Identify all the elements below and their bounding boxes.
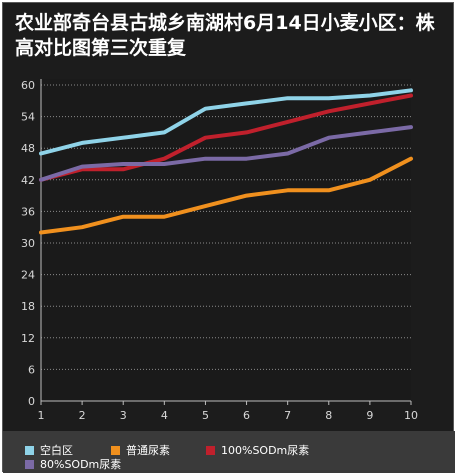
x-tick-label: 8 <box>325 409 332 422</box>
legend-item: 100%SODm尿素 <box>206 445 309 457</box>
chart-title: 农业部奇台县古城乡南湖村6月14日小麦小区：株高对比图第三次重复 <box>15 12 435 59</box>
legend-label: 空白区 <box>40 444 73 457</box>
x-tick-label: 4 <box>161 409 168 422</box>
chart-frame: 农业部奇台县古城乡南湖村6月14日小麦小区：株高对比图第三次重复 0 6 12 18 2… <box>2 2 455 473</box>
series-line-4 <box>39 125 413 182</box>
y-tick-label: 30 <box>21 237 35 250</box>
y-tick-label: 18 <box>21 300 35 313</box>
y-tick-label: 42 <box>21 174 35 187</box>
legend: 空白区 普通尿素 100%SODm尿素 80%SODm尿素 <box>3 431 455 473</box>
plot-area <box>41 79 411 401</box>
y-tick-label: 6 <box>28 363 35 376</box>
legend-label: 100%SODm尿素 <box>221 444 310 457</box>
x-tick-label: 3 <box>120 409 127 422</box>
x-tick-label: 10 <box>404 409 418 422</box>
series-line-1 <box>39 88 413 156</box>
legend-swatch <box>111 446 120 455</box>
x-tick-label: 1 <box>38 409 45 422</box>
legend-swatch <box>25 446 34 455</box>
x-tick-label: 7 <box>284 409 291 422</box>
x-tick-label: 9 <box>366 409 373 422</box>
y-tick-label: 0 <box>28 395 35 408</box>
x-tick-label: 5 <box>202 409 209 422</box>
y-tick-label: 12 <box>21 332 35 345</box>
legend-item: 普通尿素 <box>111 445 170 457</box>
x-tick-label: 2 <box>79 409 86 422</box>
y-tick-label: 24 <box>21 269 35 282</box>
y-tick-label: 54 <box>21 111 35 124</box>
legend-item: 80%SODm尿素 <box>25 459 121 471</box>
y-tick-label: 60 <box>21 79 35 92</box>
series-line-2 <box>39 156 413 235</box>
y-tick-label: 36 <box>21 205 35 218</box>
legend-swatch <box>25 460 34 469</box>
legend-label: 80%SODm尿素 <box>40 458 122 471</box>
legend-label: 普通尿素 <box>126 444 170 457</box>
legend-item: 空白区 <box>25 445 73 457</box>
legend-swatch <box>206 446 215 455</box>
series-line-3 <box>39 93 413 182</box>
x-tick-label: 6 <box>243 409 250 422</box>
y-tick-label: 48 <box>21 142 35 155</box>
